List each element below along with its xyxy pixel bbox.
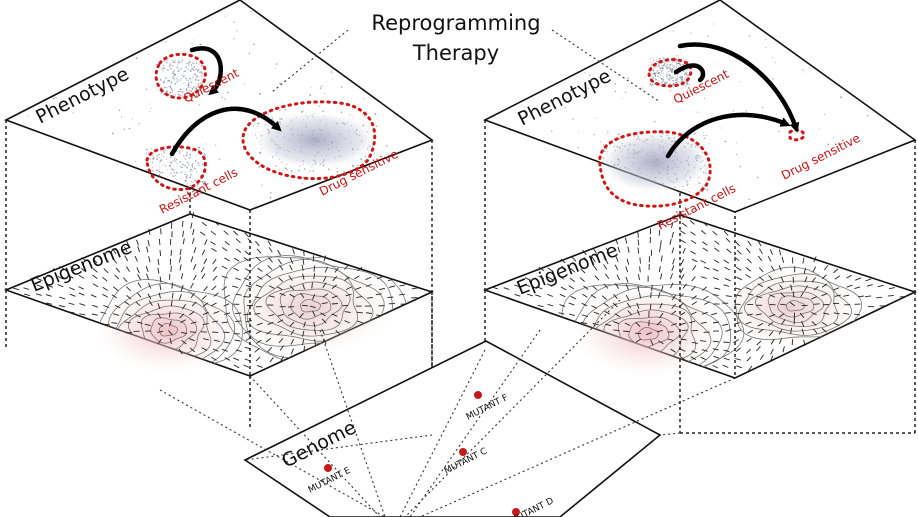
genome-link: [399, 349, 486, 517]
right-stack: Epigenome Phenotype Quiescent Resistant …: [482, 0, 918, 434]
transition-arrow: [673, 63, 706, 83]
transition-arrow: [189, 46, 224, 96]
left-epigenome-field: [13, 212, 418, 369]
genome-link: [249, 375, 381, 517]
right-epigenome-plane: Epigenome: [482, 214, 918, 379]
left-phenotype-plane: Phenotype Quiescent Resistant cells Drug…: [4, 0, 434, 217]
resistant-region: [145, 145, 207, 191]
title-pointer: [551, 29, 661, 103]
mutant-e-marker: [324, 464, 332, 472]
genome-link: [659, 432, 681, 436]
title-line-2: Therapy: [412, 41, 499, 65]
left-epigenome-plane: Epigenome: [3, 212, 435, 377]
right-epigenome-field: [491, 220, 906, 372]
mutant-f-marker: [474, 391, 482, 399]
resistant-region: [598, 130, 712, 208]
genome-link: [419, 377, 736, 517]
transition-arrow: [665, 112, 791, 159]
transition-arrow: [169, 106, 282, 157]
right-phenotype-plane: Phenotype Quiescent Resistant cells Drug…: [483, 0, 917, 233]
mutant-c-marker: [459, 448, 467, 456]
genome-plane: Genome MUTANT E MUTANT F MUTANT C MUTANT…: [159, 299, 736, 517]
transition-arrow: [677, 42, 800, 133]
title-line-1: Reprogramming: [371, 11, 540, 35]
therapy-title: Reprogramming Therapy: [271, 11, 661, 103]
quiescent-region: [154, 52, 207, 100]
genome-link: [244, 434, 433, 461]
title-pointer: [271, 29, 349, 93]
drug-sensitive-region: [241, 100, 377, 181]
genome-link: [159, 389, 386, 517]
mutant-d-marker: [512, 508, 520, 516]
genome-link: [404, 299, 621, 517]
quiescent-region: [647, 58, 693, 88]
left-stack: Epigenome Phenotype Quiescent Resistant …: [3, 0, 435, 435]
